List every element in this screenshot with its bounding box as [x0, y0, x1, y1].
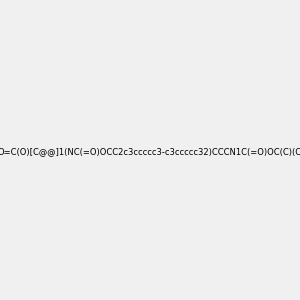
Text: O=C(O)[C@@]1(NC(=O)OCC2c3ccccc3-c3ccccc32)CCCN1C(=O)OC(C)(C)C: O=C(O)[C@@]1(NC(=O)OCC2c3ccccc3-c3ccccc3…	[0, 147, 300, 156]
